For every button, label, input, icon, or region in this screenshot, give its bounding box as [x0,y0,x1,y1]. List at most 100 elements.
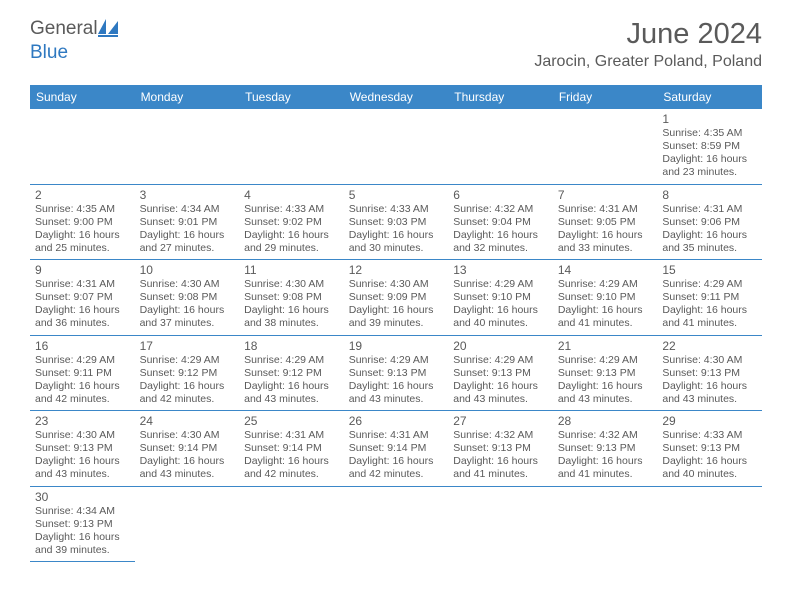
calendar-day-cell: 2Sunrise: 4:35 AMSunset: 9:00 PMDaylight… [30,184,135,260]
weekday-header: Thursday [448,85,553,109]
day-number: 6 [453,188,548,202]
calendar-day-cell: 3Sunrise: 4:34 AMSunset: 9:01 PMDaylight… [135,184,240,260]
day-info: Sunrise: 4:29 AMSunset: 9:13 PMDaylight:… [453,354,548,407]
calendar-day-cell: 23Sunrise: 4:30 AMSunset: 9:13 PMDayligh… [30,411,135,487]
day-info: Sunrise: 4:29 AMSunset: 9:11 PMDaylight:… [35,354,130,407]
weekday-header: Friday [553,85,658,109]
day-number: 5 [349,188,444,202]
day-info: Sunrise: 4:29 AMSunset: 9:13 PMDaylight:… [349,354,444,407]
calendar-day-cell [30,109,135,184]
day-number: 12 [349,263,444,277]
calendar-week-row: 23Sunrise: 4:30 AMSunset: 9:13 PMDayligh… [30,411,762,487]
weekday-header: Monday [135,85,240,109]
calendar-day-cell: 12Sunrise: 4:30 AMSunset: 9:09 PMDayligh… [344,260,449,336]
day-info: Sunrise: 4:31 AMSunset: 9:14 PMDaylight:… [244,429,339,482]
calendar-day-cell: 11Sunrise: 4:30 AMSunset: 9:08 PMDayligh… [239,260,344,336]
brand-part1: General [30,18,98,40]
day-info: Sunrise: 4:31 AMSunset: 9:14 PMDaylight:… [349,429,444,482]
day-number: 18 [244,339,339,353]
day-number: 1 [662,112,757,126]
calendar-day-cell: 10Sunrise: 4:30 AMSunset: 9:08 PMDayligh… [135,260,240,336]
day-number: 20 [453,339,548,353]
brand-part2: Blue [30,42,68,63]
month-title: June 2024 [534,18,762,51]
calendar-day-cell [135,109,240,184]
calendar-header-row: SundayMondayTuesdayWednesdayThursdayFrid… [30,85,762,109]
calendar-day-cell [448,109,553,184]
calendar-day-cell: 13Sunrise: 4:29 AMSunset: 9:10 PMDayligh… [448,260,553,336]
day-number: 26 [349,414,444,428]
day-info: Sunrise: 4:30 AMSunset: 9:13 PMDaylight:… [35,429,130,482]
calendar-day-cell [553,109,658,184]
brand-part2-wrap: Blue [30,42,68,64]
weekday-header: Wednesday [344,85,449,109]
logo-sail-icon [98,19,120,42]
day-info: Sunrise: 4:29 AMSunset: 9:12 PMDaylight:… [140,354,235,407]
weekday-header: Tuesday [239,85,344,109]
day-info: Sunrise: 4:31 AMSunset: 9:07 PMDaylight:… [35,278,130,331]
title-block: June 2024 Jarocin, Greater Poland, Polan… [534,18,762,71]
day-info: Sunrise: 4:29 AMSunset: 9:11 PMDaylight:… [662,278,757,331]
day-info: Sunrise: 4:32 AMSunset: 9:13 PMDaylight:… [558,429,653,482]
calendar-body: 1Sunrise: 4:35 AMSunset: 8:59 PMDaylight… [30,109,762,562]
day-number: 23 [35,414,130,428]
day-info: Sunrise: 4:29 AMSunset: 9:13 PMDaylight:… [558,354,653,407]
calendar-day-cell [344,109,449,184]
day-info: Sunrise: 4:31 AMSunset: 9:06 PMDaylight:… [662,203,757,256]
day-number: 4 [244,188,339,202]
calendar-day-cell: 16Sunrise: 4:29 AMSunset: 9:11 PMDayligh… [30,335,135,411]
calendar-day-cell [344,486,449,562]
day-info: Sunrise: 4:35 AMSunset: 9:00 PMDaylight:… [35,203,130,256]
calendar-day-cell [657,486,762,562]
calendar-day-cell: 30Sunrise: 4:34 AMSunset: 9:13 PMDayligh… [30,486,135,562]
calendar-day-cell: 20Sunrise: 4:29 AMSunset: 9:13 PMDayligh… [448,335,553,411]
day-number: 24 [140,414,235,428]
day-number: 13 [453,263,548,277]
calendar-day-cell [239,486,344,562]
day-info: Sunrise: 4:29 AMSunset: 9:10 PMDaylight:… [453,278,548,331]
calendar-day-cell: 5Sunrise: 4:33 AMSunset: 9:03 PMDaylight… [344,184,449,260]
day-info: Sunrise: 4:29 AMSunset: 9:12 PMDaylight:… [244,354,339,407]
calendar-day-cell: 4Sunrise: 4:33 AMSunset: 9:02 PMDaylight… [239,184,344,260]
day-number: 21 [558,339,653,353]
calendar-week-row: 2Sunrise: 4:35 AMSunset: 9:00 PMDaylight… [30,184,762,260]
day-number: 9 [35,263,130,277]
calendar-day-cell: 15Sunrise: 4:29 AMSunset: 9:11 PMDayligh… [657,260,762,336]
day-info: Sunrise: 4:32 AMSunset: 9:04 PMDaylight:… [453,203,548,256]
brand-logo: General [30,18,122,40]
day-number: 30 [35,490,130,504]
calendar-day-cell: 14Sunrise: 4:29 AMSunset: 9:10 PMDayligh… [553,260,658,336]
calendar-week-row: 30Sunrise: 4:34 AMSunset: 9:13 PMDayligh… [30,486,762,562]
calendar-day-cell: 25Sunrise: 4:31 AMSunset: 9:14 PMDayligh… [239,411,344,487]
location-text: Jarocin, Greater Poland, Poland [534,53,762,71]
calendar-day-cell: 21Sunrise: 4:29 AMSunset: 9:13 PMDayligh… [553,335,658,411]
calendar-day-cell: 22Sunrise: 4:30 AMSunset: 9:13 PMDayligh… [657,335,762,411]
calendar-week-row: 9Sunrise: 4:31 AMSunset: 9:07 PMDaylight… [30,260,762,336]
weekday-header: Saturday [657,85,762,109]
day-number: 16 [35,339,130,353]
calendar-day-cell: 1Sunrise: 4:35 AMSunset: 8:59 PMDaylight… [657,109,762,184]
day-info: Sunrise: 4:33 AMSunset: 9:03 PMDaylight:… [349,203,444,256]
day-number: 3 [140,188,235,202]
day-info: Sunrise: 4:29 AMSunset: 9:10 PMDaylight:… [558,278,653,331]
calendar-day-cell [135,486,240,562]
calendar-day-cell: 9Sunrise: 4:31 AMSunset: 9:07 PMDaylight… [30,260,135,336]
day-info: Sunrise: 4:34 AMSunset: 9:13 PMDaylight:… [35,505,130,558]
calendar-day-cell [553,486,658,562]
page-header: General June 2024 Jarocin, Greater Polan… [0,0,792,79]
weekday-header: Sunday [30,85,135,109]
calendar-day-cell: 28Sunrise: 4:32 AMSunset: 9:13 PMDayligh… [553,411,658,487]
calendar-day-cell: 27Sunrise: 4:32 AMSunset: 9:13 PMDayligh… [448,411,553,487]
day-number: 19 [349,339,444,353]
day-number: 17 [140,339,235,353]
calendar-day-cell: 8Sunrise: 4:31 AMSunset: 9:06 PMDaylight… [657,184,762,260]
calendar-day-cell: 17Sunrise: 4:29 AMSunset: 9:12 PMDayligh… [135,335,240,411]
calendar-day-cell: 7Sunrise: 4:31 AMSunset: 9:05 PMDaylight… [553,184,658,260]
day-info: Sunrise: 4:35 AMSunset: 8:59 PMDaylight:… [662,127,757,180]
calendar-day-cell: 29Sunrise: 4:33 AMSunset: 9:13 PMDayligh… [657,411,762,487]
calendar-table: SundayMondayTuesdayWednesdayThursdayFrid… [30,85,762,562]
day-info: Sunrise: 4:33 AMSunset: 9:02 PMDaylight:… [244,203,339,256]
calendar-day-cell: 18Sunrise: 4:29 AMSunset: 9:12 PMDayligh… [239,335,344,411]
calendar-day-cell [448,486,553,562]
calendar-day-cell: 19Sunrise: 4:29 AMSunset: 9:13 PMDayligh… [344,335,449,411]
